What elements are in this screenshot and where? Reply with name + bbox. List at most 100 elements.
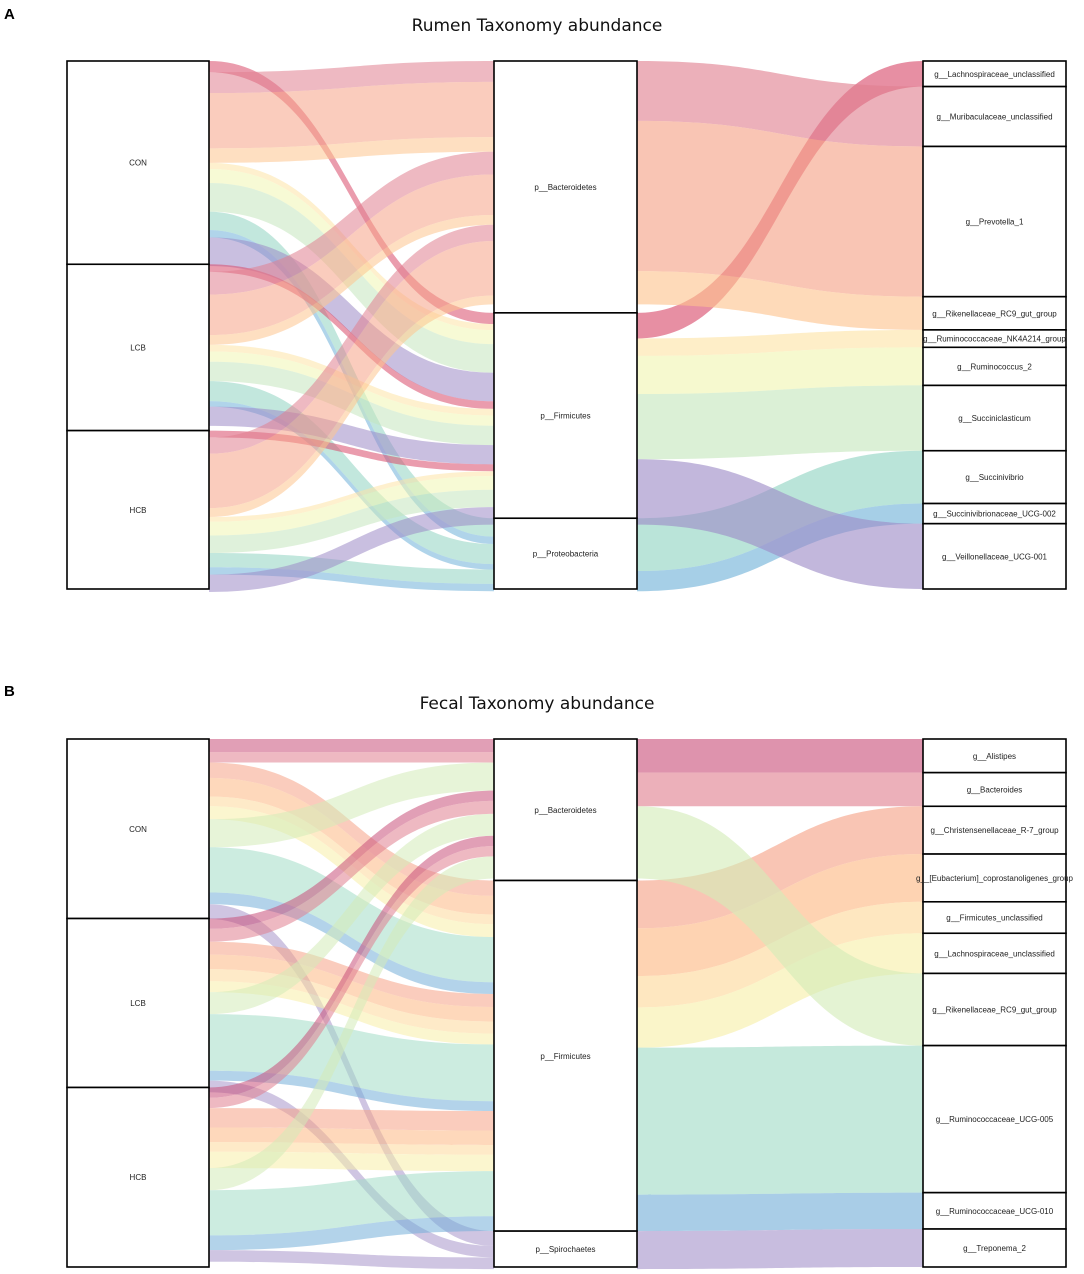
rumen-flow-p-firmicutes-g-succiniclasticum xyxy=(637,385,923,460)
fecal-flow-hcb-g-ruminococcaceae-ucg-010 xyxy=(209,1216,494,1251)
fecal-genus-node-g-bacteroides-label: g__Bacteroides xyxy=(967,785,1023,794)
fecal-flow-lcb-g-rikenellaceae-rc9-gut-group xyxy=(209,813,494,1015)
fecal-genus-node-g-eubacterium-coprostanoligenes-group xyxy=(922,853,1067,903)
fecal-phylum-node-p-bacteroidetes xyxy=(493,738,638,882)
fecal-group-node-lcb-label: LCB xyxy=(130,999,146,1008)
fecal-flow-hcb-g-alistipes xyxy=(209,835,494,1098)
fecal-phylum-node-p-bacteroidetes-label: p__Bacteroidetes xyxy=(534,806,596,815)
fecal-genus-node-g-eubacterium-coprostanoligenes-group-label: g__[Eubacterium]_coprostanoligenes_group xyxy=(916,874,1074,883)
rumen-genus-node-g-rikenellaceae-rc9-gut-group-label: g__Rikenellaceae_RC9_gut_group xyxy=(932,309,1057,318)
rumen-flow-p-firmicutes-g-ruminococcus-2 xyxy=(637,347,923,394)
panel-letter-a: A xyxy=(4,6,15,23)
rumen-flows xyxy=(209,61,923,593)
fecal-flow-hcb-g-rikenellaceae-rc9-gut-group xyxy=(209,856,494,1191)
panel-fecal: B Fecal Taxonomy abundance CON LCB HCB p__B… xyxy=(4,683,1074,1270)
fecal-flow-p-firmicutes-g-ruminococcaceae-ucg-010 xyxy=(637,1192,923,1232)
rumen-flow-p-bacteroidetes-g-muribaculaceae-unclassified xyxy=(637,61,923,147)
rumen-flow-lcb-g-muribaculaceae-unclassified xyxy=(209,151,494,295)
rumen-chart-title: Rumen Taxonomy abundance xyxy=(412,16,663,36)
fecal-flow-p-firmicutes-g-christensenellaceae-r-7-group xyxy=(637,806,923,929)
rumen-genus-node-g-succinivibrio-label: g__Succinivibrio xyxy=(965,473,1024,482)
rumen-nodes: CON LCB HCB p__Bacteroidetes p__Firmicutes p_… xyxy=(66,60,1067,590)
fecal-flow-con-g-bacteroides xyxy=(209,752,494,763)
fecal-flow-p-firmicutes-g-ruminococcaceae-ucg-005 xyxy=(637,1045,923,1195)
panel-letter-b: B xyxy=(4,683,15,700)
fecal-phylum-node-p-firmicutes xyxy=(493,879,638,1232)
rumen-flow-con-g-lachnospiraceae-unclassified xyxy=(209,61,494,325)
rumen-flow-con-g-prevotella-1 xyxy=(209,81,494,149)
rumen-flow-p-firmicutes-g-veillonellaceae-ucg-001 xyxy=(637,459,923,589)
fecal-genus-node-g-treponema-2-label: g__Treponema_2 xyxy=(963,1244,1026,1253)
fecal-genus-node-g-christensenellaceae-r-7-group-label: g__Christensenellaceae_R-7_group xyxy=(930,826,1059,835)
fecal-flow-con-g-eubacterium-coprostanoligenes-group xyxy=(209,777,494,915)
fecal-genus-node-g-alistipes-label: g__Alistipes xyxy=(973,752,1016,761)
fecal-genus-node-g-ruminococcaceae-ucg-010 xyxy=(922,1191,1067,1230)
fecal-genus-node-g-treponema-2 xyxy=(922,1228,1067,1268)
fecal-group-node-con-label: CON xyxy=(129,825,147,834)
fecal-flow-hcb-g-bacteroides xyxy=(209,846,494,1109)
fecal-flow-lcb-g-alistipes xyxy=(209,790,494,929)
rumen-group-node-con xyxy=(66,60,210,266)
rumen-genus-node-g-muribaculaceae-unclassified-label: g__Muribaculaceae_unclassified xyxy=(936,113,1052,122)
rumen-flow-lcb-g-succinivibrio xyxy=(209,381,494,565)
rumen-flow-lcb-g-prevotella-1 xyxy=(209,174,494,336)
fecal-genus-node-g-firmicutes-unclassified xyxy=(922,900,1067,935)
rumen-genus-node-g-veillonellaceae-ucg-001 xyxy=(922,522,1067,590)
rumen-flow-hcb-g-veillonellaceae-ucg-001 xyxy=(209,507,494,593)
rumen-phylum-node-p-proteobacteria xyxy=(493,517,638,590)
fecal-flow-con-g-rikenellaceae-rc9-gut-group xyxy=(209,762,494,848)
fecal-flow-p-bacteroidetes-g-bacteroides xyxy=(637,772,923,807)
fecal-flow-con-g-alistipes xyxy=(209,739,494,753)
fecal-flow-lcb-g-eubacterium-coprostanoligenes-group xyxy=(209,954,494,1022)
rumen-genus-node-g-succinivibrionaceae-ucg-002-label: g__Succinivibrionaceae_UCG-002 xyxy=(933,510,1056,519)
rumen-genus-node-g-lachnospiraceae-unclassified xyxy=(922,60,1067,88)
fecal-group-node-lcb xyxy=(66,917,210,1089)
fecal-flow-lcb-g-ruminococcaceae-ucg-005 xyxy=(209,1014,494,1102)
rumen-flow-hcb-g-ruminococcaceae-nk4a214-group xyxy=(209,471,494,522)
fecal-phylum-node-p-firmicutes-label: p__Firmicutes xyxy=(540,1052,590,1061)
rumen-flow-p-firmicutes-g-ruminococcaceae-nk4a214-group xyxy=(637,329,923,356)
rumen-genus-node-g-succiniclasticum xyxy=(922,384,1067,452)
rumen-genus-node-g-lachnospiraceae-unclassified-label: g__Lachnospiraceae_unclassified xyxy=(934,70,1055,79)
fecal-genus-node-g-bacteroides xyxy=(922,771,1067,808)
fecal-flows xyxy=(209,739,923,1270)
fecal-flow-hcb-g-ruminococcaceae-ucg-005 xyxy=(209,1171,494,1236)
rumen-group-node-hcb xyxy=(66,429,210,590)
rumen-flow-p-bacteroidetes-g-prevotella-1 xyxy=(637,120,923,297)
rumen-flow-lcb-g-rikenellaceae-rc9-gut-group xyxy=(209,214,494,345)
rumen-flow-p-bacteroidetes-g-rikenellaceae-rc9-gut-group xyxy=(637,271,923,330)
rumen-flow-hcb-g-succinivibrio xyxy=(209,552,494,584)
fecal-genus-node-g-ruminococcaceae-ucg-005 xyxy=(922,1044,1067,1194)
rumen-genus-node-g-rikenellaceae-rc9-gut-group xyxy=(922,295,1067,331)
fecal-flow-lcb-g-bacteroides xyxy=(209,800,494,942)
rumen-genus-node-g-succiniclasticum-label: g__Succiniclasticum xyxy=(958,414,1031,423)
rumen-flow-lcb-g-succinivibrionaceae-ucg-002 xyxy=(209,401,494,570)
panel-rumen: A Rumen Taxonomy abundance CON LCB HCB p__B… xyxy=(4,6,1067,593)
fecal-flow-p-bacteroidetes-g-rikenellaceae-rc9-gut-group xyxy=(637,806,923,1046)
rumen-genus-node-g-prevotella-1-label: g__Prevotella_1 xyxy=(966,218,1024,227)
rumen-flow-con-g-rikenellaceae-rc9-gut-group xyxy=(209,137,494,163)
fecal-genus-node-g-christensenellaceae-r-7-group xyxy=(922,805,1067,855)
fecal-genus-node-g-rikenellaceae-rc9-gut-group-label: g__Rikenellaceae_RC9_gut_group xyxy=(932,1006,1057,1015)
fecal-flow-p-spirochaetes-g-treponema-2 xyxy=(637,1229,923,1270)
fecal-group-node-hcb xyxy=(66,1086,210,1268)
fecal-genus-node-g-firmicutes-unclassified-label: g__Firmicutes_unclassified xyxy=(946,914,1043,923)
fecal-genus-node-g-ruminococcaceae-ucg-010-label: g__Ruminococcaceae_UCG-010 xyxy=(936,1207,1054,1216)
fecal-group-node-hcb-label: HCB xyxy=(130,1173,147,1182)
rumen-group-node-con-label: CON xyxy=(129,159,147,168)
fecal-phylum-node-p-spirochaetes-label: p__Spirochaetes xyxy=(535,1245,595,1254)
fecal-flow-hcb-g-christensenellaceae-r-7-group xyxy=(209,1108,494,1131)
fecal-flow-hcb-g-treponema-2 xyxy=(209,1250,494,1270)
fecal-flow-con-g-ruminococcaceae-ucg-010 xyxy=(209,892,494,995)
rumen-phylum-node-p-bacteroidetes-label: p__Bacteroidetes xyxy=(534,183,596,192)
rumen-phylum-node-p-bacteroidetes xyxy=(493,60,638,314)
fecal-phylum-node-p-spirochaetes xyxy=(493,1230,638,1268)
rumen-flow-hcb-g-ruminococcus-2 xyxy=(209,475,494,536)
rumen-genus-node-g-ruminococcaceae-nk4a214-group-label: g__Ruminococcaceae_NK4A214_group xyxy=(923,335,1066,344)
rumen-genus-node-g-ruminococcus-2-label: g__Ruminococcus_2 xyxy=(957,362,1032,371)
rumen-group-node-hcb-label: HCB xyxy=(130,506,147,515)
rumen-genus-node-g-prevotella-1 xyxy=(922,145,1067,298)
fecal-nodes: CON LCB HCB p__Bacteroidetes p__Firmicutes p_… xyxy=(66,738,1074,1268)
